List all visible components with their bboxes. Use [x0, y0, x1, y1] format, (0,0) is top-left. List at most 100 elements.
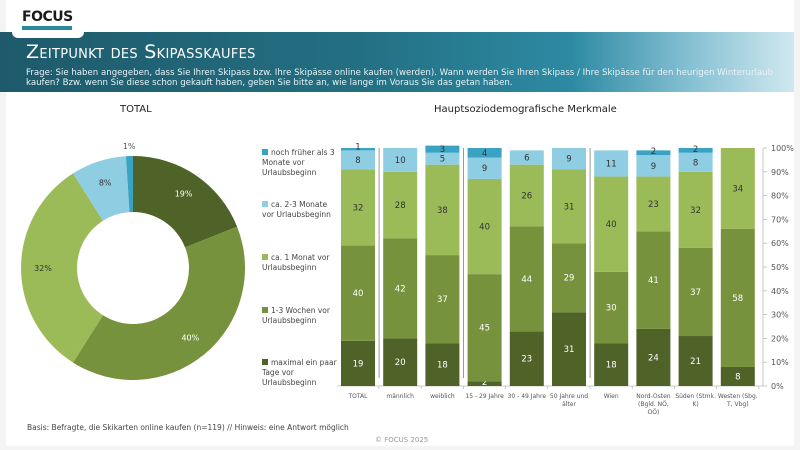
bar-segment-2-3-monate — [467, 157, 502, 179]
legend-swatch — [262, 359, 268, 365]
x-tick-label: T, Vbg) — [726, 401, 749, 408]
x-tick-label: Wien — [604, 393, 619, 400]
bar-label: 6 — [524, 154, 529, 164]
bar-label: 40 — [479, 223, 490, 233]
bar-segment-noch-frueher — [467, 148, 502, 158]
x-tick-label: Westen (Sbg. — [718, 393, 758, 400]
bar-segment-paar-tage — [509, 331, 544, 386]
bar-segment-1-monat — [467, 178, 502, 275]
bar-label: 23 — [521, 355, 532, 365]
bar-segment-1-3-wochen — [467, 274, 502, 382]
donut-label-paar-tage: 19% — [175, 190, 193, 199]
bar-segment-1-monat — [720, 148, 755, 229]
bar-segment-2-3-monate — [383, 148, 418, 172]
y-tick-label: 50% — [771, 263, 789, 272]
bar-segment-paar-tage — [636, 328, 671, 386]
bar-segment-1-monat — [341, 169, 375, 246]
bar-label: 11 — [606, 159, 617, 169]
donut-slice-1-monat — [20, 173, 103, 363]
bar-label: 2 — [693, 145, 698, 155]
bar-label: 10 — [395, 156, 406, 166]
bar-label: 45 — [479, 324, 490, 334]
bar-label: 23 — [648, 200, 659, 210]
bar-segment-noch-frueher — [425, 145, 460, 153]
y-tick-label: 40% — [771, 287, 789, 296]
bar-label: 40 — [353, 289, 364, 299]
bar-label: 40 — [606, 220, 617, 230]
bar-segment-paar-tage — [425, 343, 460, 386]
x-tick-label: älter — [562, 401, 576, 408]
x-tick-label: 15 - 29 Jahre — [465, 393, 504, 400]
bar-label: 34 — [732, 184, 743, 194]
bar-label: 5 — [440, 155, 445, 165]
donut-title: TOTAL — [120, 104, 152, 115]
bar-label: 8 — [693, 158, 698, 168]
legend-item-1-monat: ca. 1 Monat vor Urlaubsbeginn — [262, 253, 340, 273]
bar-segment-1-monat — [594, 176, 629, 272]
bar-segment-1-3-wochen — [678, 247, 713, 337]
bar-label: 24 — [648, 353, 659, 363]
x-tick-label: männlich — [386, 393, 414, 400]
bar-segment-2-3-monate — [636, 155, 671, 177]
x-tick-label: K) — [692, 401, 698, 408]
donut-label-noch-frueher: 1% — [123, 142, 136, 151]
legend-item-paar-tage: maximal ein paar Tage vor Urlaubsbeginn — [262, 358, 340, 388]
y-tick-label: 30% — [771, 311, 789, 320]
question-text: Frage: Sie haben angegeben, dass Sie Ihr… — [26, 68, 774, 88]
bar-label: 26 — [521, 192, 532, 202]
logo-tab — [12, 0, 84, 38]
bar-label: 29 — [564, 274, 575, 284]
bar-label: 18 — [606, 361, 617, 371]
bar-label: 1 — [355, 142, 360, 152]
bar-segment-2-3-monate — [509, 150, 544, 165]
y-tick-label: 20% — [771, 334, 789, 343]
bar-label: 8 — [355, 156, 360, 166]
bar-label: 2 — [651, 147, 656, 157]
x-tick-label: (Bgld. NÖ, — [638, 401, 669, 408]
bar-segment-2-3-monate — [341, 150, 375, 170]
bar-segment-paar-tage — [678, 336, 713, 386]
x-tick-label: TOTAL — [347, 393, 368, 400]
bar-chart-title: Hauptsoziodemografische Merkmale — [434, 104, 617, 115]
bar-segment-2-3-monate — [425, 152, 460, 165]
bar-label: 31 — [564, 345, 575, 355]
page-title: Zeitpunkt des Skipasskaufes — [26, 41, 256, 63]
bar-segment-1-3-wochen — [341, 245, 375, 341]
legend-label: ca. 1 Monat vor Urlaubsbeginn — [262, 253, 330, 272]
bar-label: 41 — [648, 276, 659, 286]
y-tick-label: 80% — [771, 192, 789, 201]
logo-underline — [22, 26, 72, 30]
bar-segment-1-monat — [425, 164, 460, 256]
bar-segment-noch-frueher — [678, 148, 713, 153]
donut-label-1-3-wochen: 40% — [181, 333, 199, 342]
x-tick-label: 30 - 49 Jahre — [508, 393, 547, 400]
bar-label: 32 — [353, 204, 364, 214]
bar-segment-1-monat — [509, 164, 544, 227]
legend-swatch — [262, 201, 268, 207]
legend-item-1-3-wochen: 1-3 Wochen vor Urlaubsbeginn — [262, 306, 340, 326]
x-tick-label: Süden (Stmk. — [675, 393, 716, 400]
donut-label-2-3-monate: 8% — [99, 178, 112, 187]
legend-item-2-3-monate: ca. 2-3 Monate vor Urlaubsbeginn — [262, 200, 340, 220]
bar-segment-1-3-wochen — [425, 255, 460, 344]
y-tick-label: 70% — [771, 215, 789, 224]
legend-swatch — [262, 254, 268, 260]
bar-label: 38 — [437, 206, 448, 216]
bar-label: 3 — [440, 145, 445, 155]
bar-segment-paar-tage — [552, 312, 586, 386]
bar-segment-1-3-wochen — [720, 228, 755, 367]
donut-label-1-monat: 32% — [34, 264, 52, 273]
bar-segment-1-3-wochen — [552, 243, 586, 313]
legend-label: maximal ein paar Tage vor Urlaubsbeginn — [262, 358, 337, 387]
bar-label: 19 — [353, 359, 364, 369]
bar-segment-1-monat — [552, 169, 586, 244]
bar-label: 18 — [437, 361, 448, 371]
donut-chart: 19% 40% 32% 8% 1% — [20, 142, 246, 381]
x-tick-label: 50 Jahre und — [550, 393, 588, 400]
bar-label: 9 — [566, 155, 571, 165]
legend-label: ca. 2-3 Monate vor Urlaubsbeginn — [262, 200, 331, 219]
bar-segment-paar-tage — [341, 340, 375, 386]
donut-slice-2-3-monate — [72, 156, 130, 221]
bar-segment-1-monat — [678, 171, 713, 248]
basis-footnote: Basis: Befragte, die Skikarten online ka… — [27, 423, 349, 432]
